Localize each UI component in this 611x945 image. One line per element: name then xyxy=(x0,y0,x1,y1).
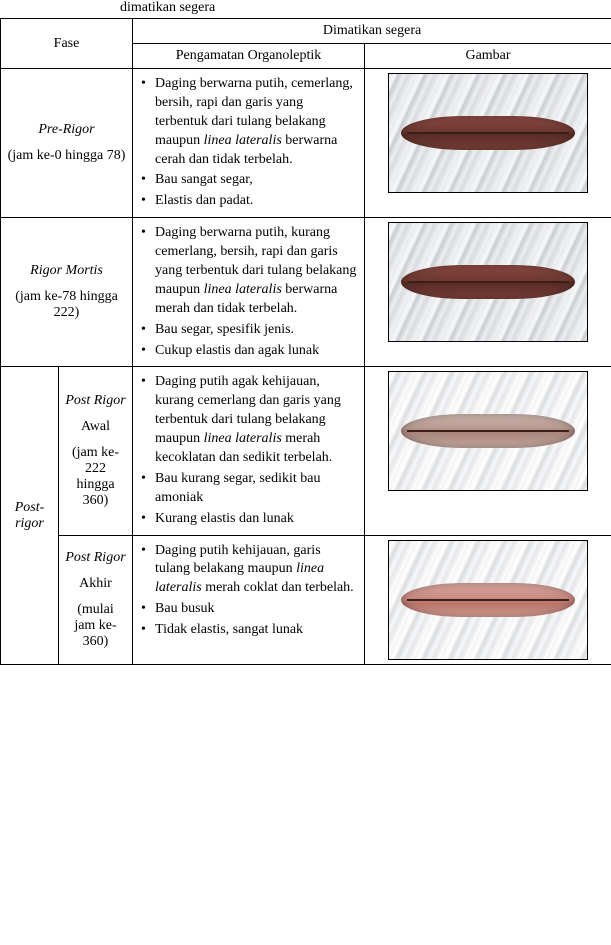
phase-post-rigor: Post-rigor xyxy=(1,367,59,664)
table-header-row-1: Fase Dimatikan segera xyxy=(1,19,611,44)
obs-post-rigor-akhir: Daging putih kehijauan, garis tulang bel… xyxy=(133,535,365,664)
obs-item: Bau segar, spesifik jenis. xyxy=(155,321,358,340)
img-pre-rigor xyxy=(365,69,611,218)
row-pre-rigor: Pre-Rigor (jam ke-0 hingga 78) Daging be… xyxy=(1,69,611,218)
fish-image xyxy=(371,371,605,491)
phase-sub: (jam ke-222 hingga 360) xyxy=(65,445,126,509)
obs-item: Bau kurang segar, sedikit bau amoniak xyxy=(155,470,358,508)
img-rigor-mortis xyxy=(365,218,611,367)
phase-rigor-mortis: Rigor Mortis (jam ke-78 hingga 222) xyxy=(1,218,133,367)
phase-pre-rigor: Pre-Rigor (jam ke-0 hingga 78) xyxy=(1,69,133,218)
phase-sub: (mulai jam ke-360) xyxy=(65,602,126,650)
obs-item: Daging putih agak kehijauan, kurang ceme… xyxy=(155,373,358,467)
header-observation: Pengamatan Organoleptik xyxy=(133,44,365,69)
phase-title: Post Rigor xyxy=(65,550,125,565)
obs-list: Daging berwarna putih, kurang cemerlang,… xyxy=(139,224,358,360)
obs-item: Elastis dan padat. xyxy=(155,192,358,211)
obs-pre-rigor: Daging berwarna putih, cemerlang, bersih… xyxy=(133,69,365,218)
obs-list: Daging putih kehijauan, garis tulang bel… xyxy=(139,542,358,640)
phase-title: Pre-Rigor xyxy=(38,122,94,137)
obs-item: Bau sangat segar, xyxy=(155,171,358,190)
img-post-rigor-awal xyxy=(365,367,611,535)
obs-list: Daging putih agak kehijauan, kurang ceme… xyxy=(139,373,358,528)
obs-post-rigor-awal: Daging putih agak kehijauan, kurang ceme… xyxy=(133,367,365,535)
phase-sub: (jam ke-78 hingga 222) xyxy=(7,289,126,321)
row-post-rigor-akhir: Post Rigor Akhir (mulai jam ke-360) Dagi… xyxy=(1,535,611,664)
obs-item: Daging putih kehijauan, garis tulang bel… xyxy=(155,542,358,599)
img-post-rigor-akhir xyxy=(365,535,611,664)
phase-post-rigor-awal: Post Rigor Awal (jam ke-222 hingga 360) xyxy=(59,367,133,535)
obs-list: Daging berwarna putih, cemerlang, bersih… xyxy=(139,75,358,211)
header-phase: Fase xyxy=(1,19,133,69)
phase-subtitle: Awal xyxy=(65,419,126,435)
row-rigor-mortis: Rigor Mortis (jam ke-78 hingga 222) Dagi… xyxy=(1,218,611,367)
phase-title: Post Rigor xyxy=(65,393,125,408)
row-post-rigor-awal: Post-rigor Post Rigor Awal (jam ke-222 h… xyxy=(1,367,611,535)
table-caption-fragment: dimatikan segera xyxy=(0,0,611,18)
organoleptik-table: Fase Dimatikan segera Pengamatan Organol… xyxy=(0,18,611,665)
phase-post-rigor-akhir: Post Rigor Akhir (mulai jam ke-360) xyxy=(59,535,133,664)
obs-item: Kurang elastis dan lunak xyxy=(155,510,358,529)
phase-sub: (jam ke-0 hingga 78) xyxy=(7,148,126,164)
obs-item: Daging berwarna putih, kurang cemerlang,… xyxy=(155,224,358,318)
header-killed-immediately: Dimatikan segera xyxy=(133,19,611,44)
phase-title: Rigor Mortis xyxy=(30,263,103,278)
obs-item: Daging berwarna putih, cemerlang, bersih… xyxy=(155,75,358,169)
phase-title: Post-rigor xyxy=(15,500,45,531)
fish-image xyxy=(371,540,605,660)
fish-image xyxy=(371,222,605,342)
obs-item: Tidak elastis, sangat lunak xyxy=(155,621,358,640)
fish-image xyxy=(371,73,605,193)
phase-subtitle: Akhir xyxy=(65,576,126,592)
obs-item: Cukup elastis dan agak lunak xyxy=(155,342,358,361)
header-image: Gambar xyxy=(365,44,611,69)
obs-rigor-mortis: Daging berwarna putih, kurang cemerlang,… xyxy=(133,218,365,367)
obs-item: Bau busuk xyxy=(155,600,358,619)
